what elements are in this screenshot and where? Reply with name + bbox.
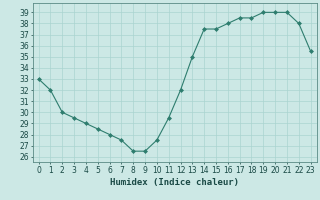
X-axis label: Humidex (Indice chaleur): Humidex (Indice chaleur) xyxy=(110,178,239,187)
